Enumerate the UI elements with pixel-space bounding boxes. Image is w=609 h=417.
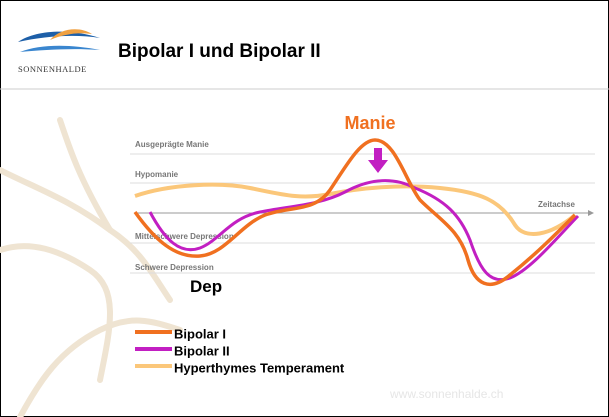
legend-label: Bipolar I bbox=[174, 326, 226, 341]
legend-label: Hyperthymes Temperament bbox=[174, 360, 345, 375]
watermark: www.sonnenhalde.ch bbox=[389, 387, 503, 401]
level-label: Hypomanie bbox=[135, 170, 179, 179]
slide: SONNENHALDE Bipolar I und Bipolar II Aus… bbox=[0, 0, 609, 417]
level-label: Ausgeprägte Manie bbox=[135, 140, 209, 149]
slide-border bbox=[1, 1, 609, 417]
legend-label: Bipolar II bbox=[174, 343, 230, 358]
slide-title: Bipolar I und Bipolar II bbox=[118, 41, 321, 62]
axis-label: Zeitachse bbox=[538, 200, 575, 209]
logo-text: SONNENHALDE bbox=[18, 64, 87, 74]
annotation-manie: Manie bbox=[344, 113, 395, 133]
level-label: Schwere Depression bbox=[135, 263, 214, 272]
annotation-dep: Dep bbox=[190, 277, 222, 296]
